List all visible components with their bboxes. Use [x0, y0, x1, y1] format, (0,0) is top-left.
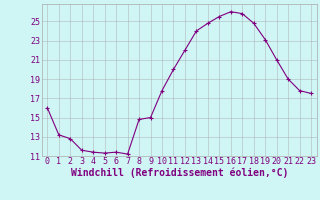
X-axis label: Windchill (Refroidissement éolien,°C): Windchill (Refroidissement éolien,°C) — [70, 168, 288, 178]
